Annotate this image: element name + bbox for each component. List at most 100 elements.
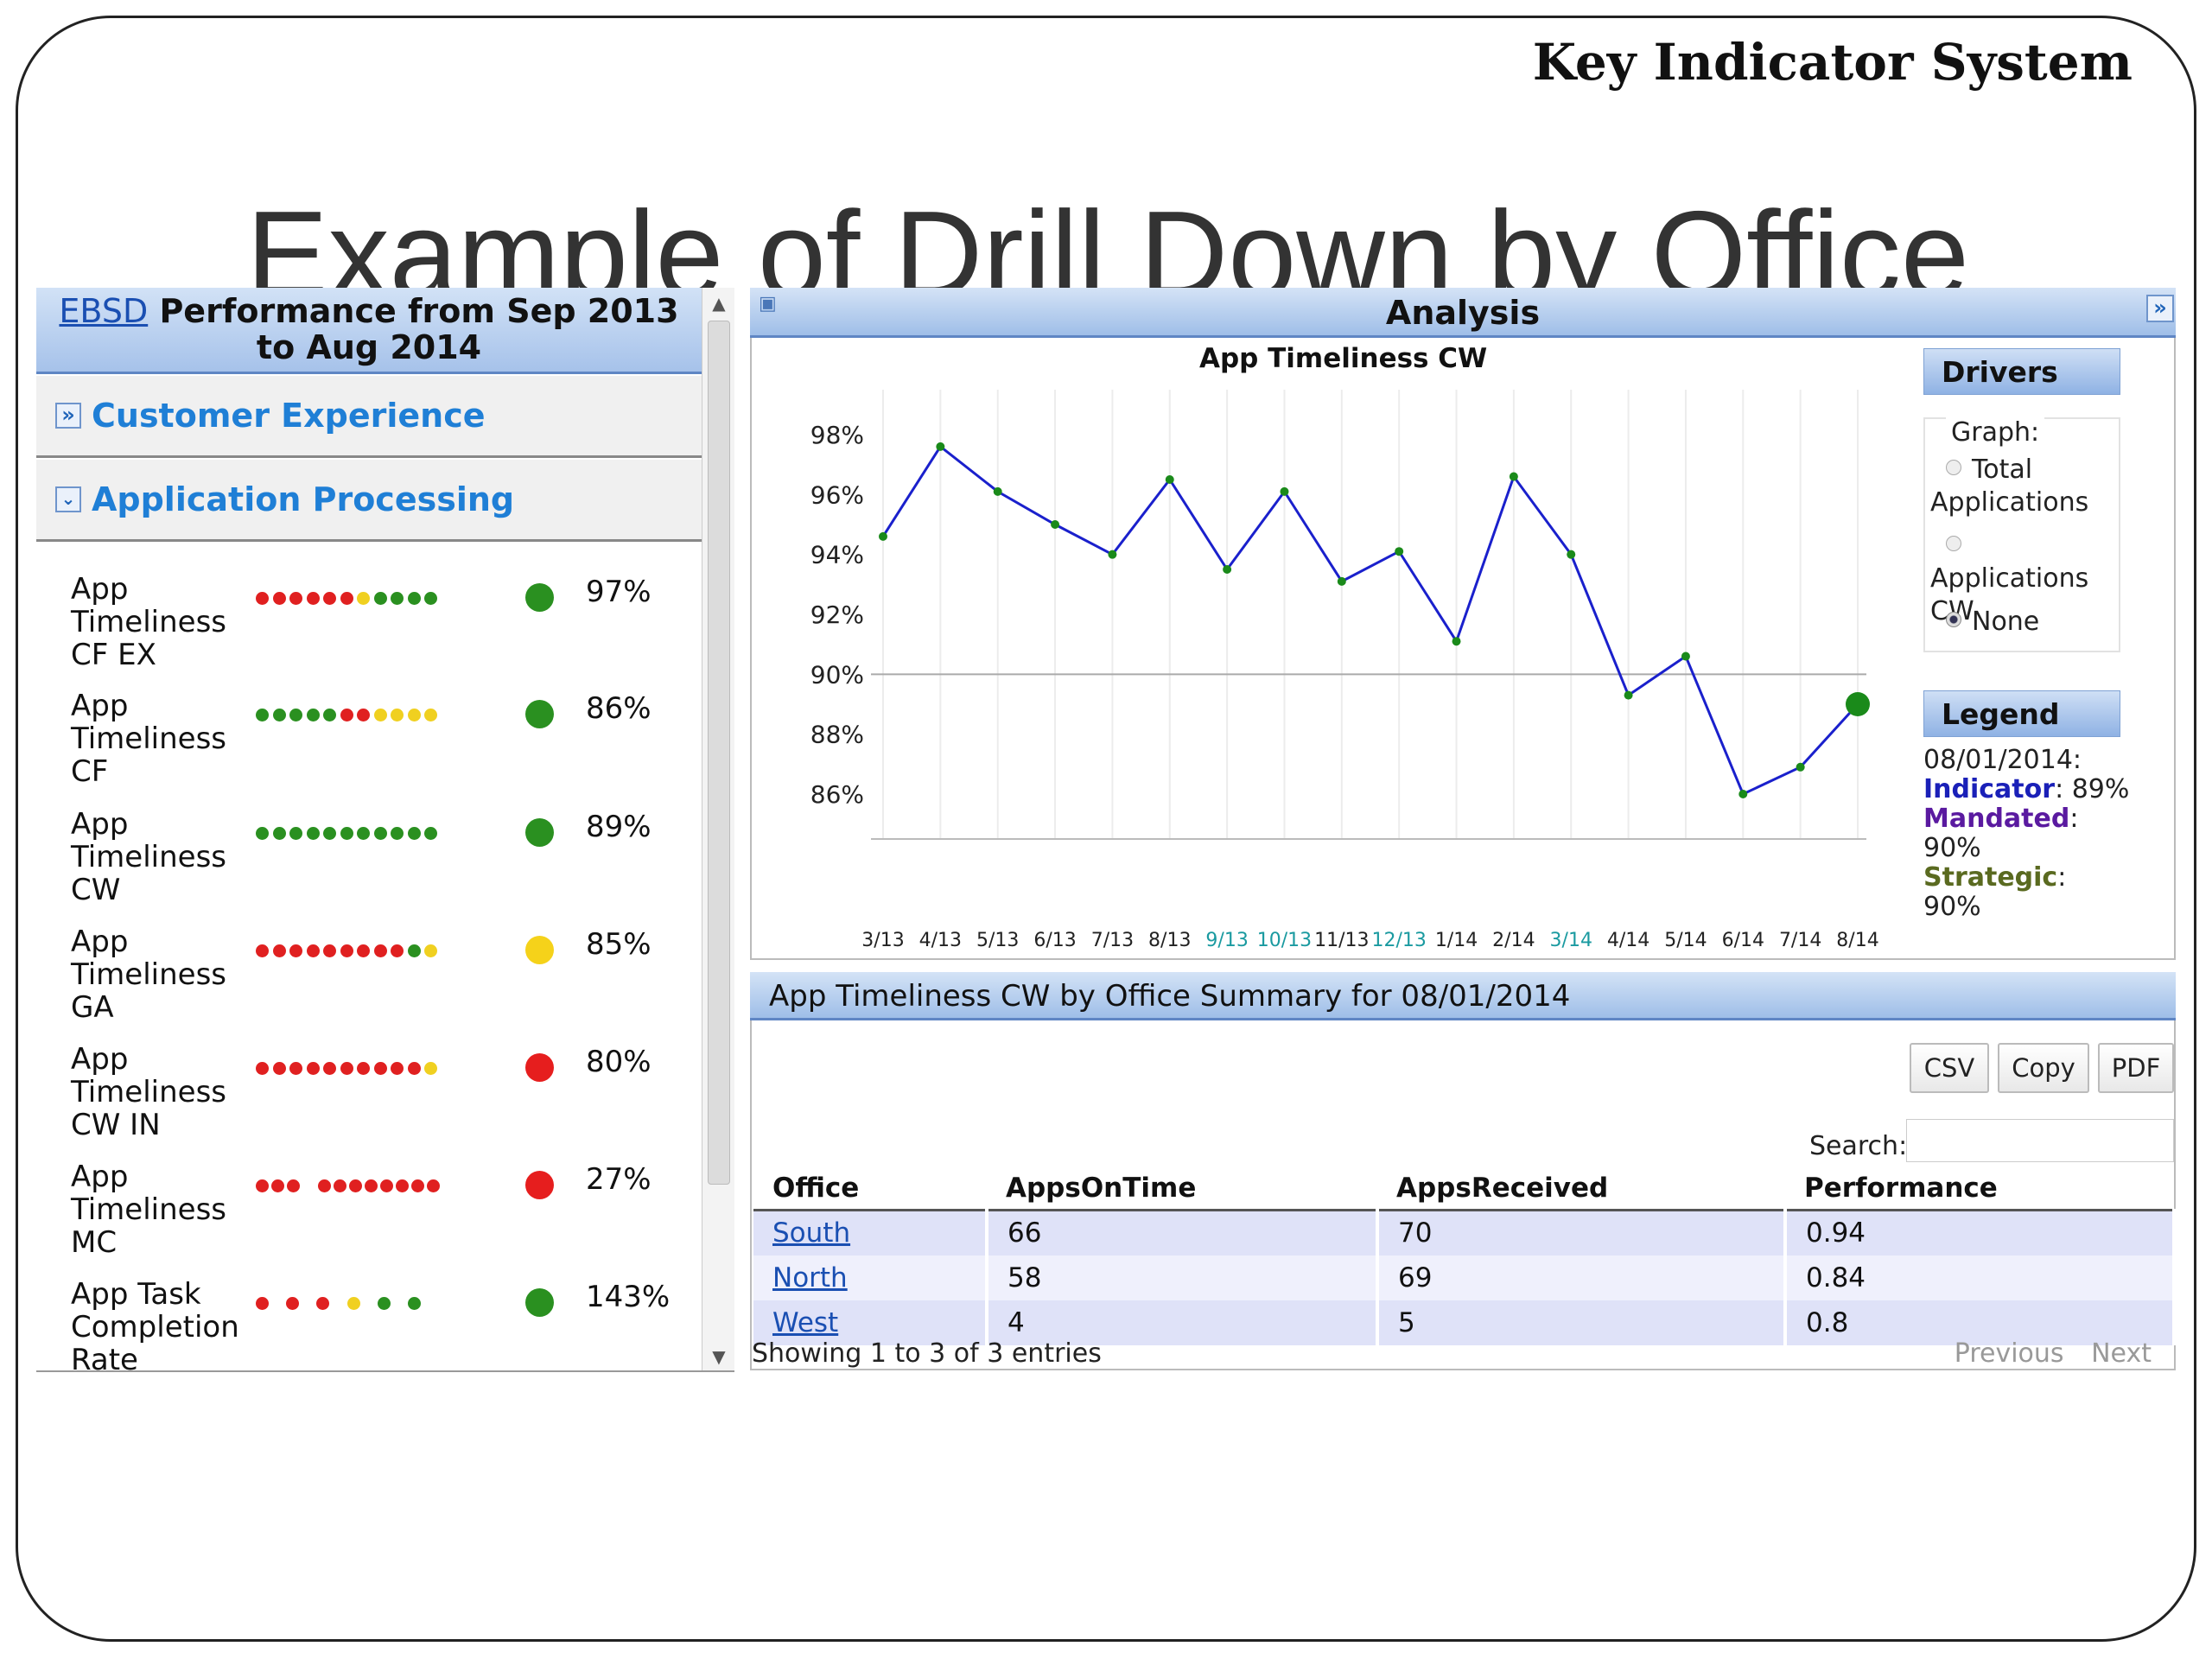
next-button[interactable]: Next [2091, 1338, 2152, 1369]
summary-box: CSV Copy PDF Search: Office AppsOnTime A… [750, 1020, 2176, 1370]
y-tick-label: 96% [810, 480, 864, 509]
trend-dots [256, 1297, 454, 1314]
x-tick-label: 8/14 [1836, 930, 1878, 951]
x-tick-label: 12/13 [1371, 930, 1426, 951]
trend-dot [407, 827, 421, 840]
csv-button[interactable]: CSV [1910, 1043, 1989, 1093]
indicator-row[interactable]: App Timeliness CW 89% [71, 808, 693, 920]
col-office[interactable]: Office [753, 1167, 987, 1211]
radio-icon[interactable] [1946, 460, 1961, 475]
trend-dot [407, 944, 421, 957]
status-green-icon [525, 700, 554, 728]
trend-dot [306, 944, 320, 957]
trend-dot [380, 1179, 393, 1192]
trend-dot [407, 709, 421, 721]
y-tick-label: 94% [810, 541, 864, 569]
trend-dot [391, 592, 404, 605]
pin-icon[interactable]: ▣ [759, 293, 777, 315]
trend-dot [346, 1297, 360, 1310]
radio-total-applications[interactable]: Total Applications [1930, 454, 2089, 518]
trend-dot [373, 709, 387, 721]
col-appsreceived[interactable]: AppsReceived [1377, 1167, 1785, 1211]
indicator-value: 80% [586, 1045, 652, 1079]
trend-dot [424, 827, 437, 840]
cell-performance: 0.94 [1785, 1210, 2176, 1255]
indicator-name: App Timeliness CF [71, 689, 226, 789]
trend-dot [427, 1179, 440, 1192]
trend-dot [340, 592, 353, 605]
trend-dot [424, 944, 437, 957]
indicator-row[interactable]: App Timeliness CF EX 97% [71, 573, 693, 685]
scroll-thumb[interactable] [708, 321, 730, 1185]
pdf-button[interactable]: PDF [2098, 1043, 2174, 1093]
data-point [1509, 472, 1518, 481]
ebsd-link[interactable]: EBSD [59, 292, 149, 330]
search-label: Search: [1809, 1131, 1908, 1161]
trend-dot [377, 1297, 391, 1310]
line-chart: 98% 96% 94% 92% 90% 88% 86% 3/13 4/13 5/13 6/13 7/1… [810, 390, 1879, 951]
trend-dot [391, 944, 404, 957]
office-link-west[interactable]: West [772, 1306, 839, 1338]
table-header-row: Office AppsOnTime AppsReceived Performan… [753, 1167, 2174, 1211]
col-appsontime[interactable]: AppsOnTime [987, 1167, 1377, 1211]
chart-title: App Timeliness CW [1199, 343, 1488, 374]
trend-dots [256, 1179, 454, 1197]
radio-icon[interactable] [1946, 536, 1961, 551]
indicator-value: 27% [586, 1162, 652, 1197]
status-green-icon [525, 818, 554, 847]
x-tick-label: 5/14 [1664, 930, 1707, 951]
trend-dot [306, 709, 320, 721]
col-performance[interactable]: Performance [1785, 1167, 2174, 1211]
indicator-name: App Timeliness CW [71, 807, 226, 907]
data-point [993, 486, 1002, 496]
trend-dot [256, 1179, 269, 1192]
y-tick-label: 92% [810, 601, 864, 629]
trend-dot [306, 1062, 320, 1075]
scroll-up-icon[interactable]: ▲ [712, 293, 726, 314]
data-point [1108, 550, 1117, 559]
trend-dot [373, 592, 387, 605]
summary-header: App Timeliness CW by Office Summary for … [750, 972, 2176, 1020]
indicator-panel-header: EBSD Performance from Sep 2013 to Aug 20… [36, 288, 702, 374]
table-row: South 66 70 0.94 [753, 1210, 2176, 1255]
x-tick-label: 3/14 [1550, 930, 1592, 951]
data-point [1452, 637, 1461, 646]
indicator-scrollbar[interactable]: ▲ ▼ [702, 288, 734, 1370]
accordion-application-processing[interactable]: ⌄ Application Processing [36, 460, 702, 542]
data-point [1051, 520, 1060, 529]
trend-dot [373, 944, 387, 957]
search-input[interactable] [1906, 1119, 2174, 1162]
accordion-customer-experience[interactable]: » Customer Experience [36, 376, 702, 458]
pager: Previous Next [1936, 1338, 2152, 1369]
trend-dot [256, 592, 269, 605]
trend-dot [391, 709, 404, 721]
indicator-row[interactable]: App Timeliness GA 85% [71, 925, 693, 1038]
indicator-row[interactable]: App Task Completion Rate 143% [71, 1278, 693, 1370]
legend-mandated: Mandated: 90% [1923, 804, 2079, 863]
radio-selected-icon[interactable] [1946, 612, 1961, 627]
indicator-value: 97% [586, 575, 652, 609]
double-chevron-right-icon[interactable]: » [2146, 295, 2174, 322]
trend-dots [256, 1062, 454, 1079]
summary-table: Office AppsOnTime AppsReceived Performan… [753, 1167, 2176, 1345]
radio-none[interactable]: None [1930, 606, 2120, 639]
scroll-down-icon[interactable]: ▼ [712, 1346, 726, 1367]
office-link-south[interactable]: South [772, 1217, 851, 1249]
data-point [1567, 550, 1576, 559]
trend-dot [323, 592, 336, 605]
status-yellow-icon [525, 936, 554, 964]
trend-dot [365, 1179, 378, 1192]
office-link-north[interactable]: North [772, 1262, 848, 1294]
copy-button[interactable]: Copy [1998, 1043, 2089, 1093]
data-point [879, 531, 887, 541]
indicator-panel: EBSD Performance from Sep 2013 to Aug 20… [36, 288, 734, 1372]
trend-dot [357, 1062, 370, 1075]
accordion-label: Customer Experience [92, 397, 486, 435]
previous-button[interactable]: Previous [1954, 1338, 2064, 1369]
trend-dot [272, 592, 286, 605]
indicator-row[interactable]: App Timeliness MC 27% [71, 1160, 693, 1273]
x-tick-label: 6/13 [1033, 930, 1076, 951]
radio-applications-cw[interactable]: Applications CW [1930, 530, 2120, 628]
indicator-row[interactable]: App Timeliness CF 86% [71, 690, 693, 802]
indicator-row[interactable]: App Timeliness CW IN 80% [71, 1043, 693, 1155]
